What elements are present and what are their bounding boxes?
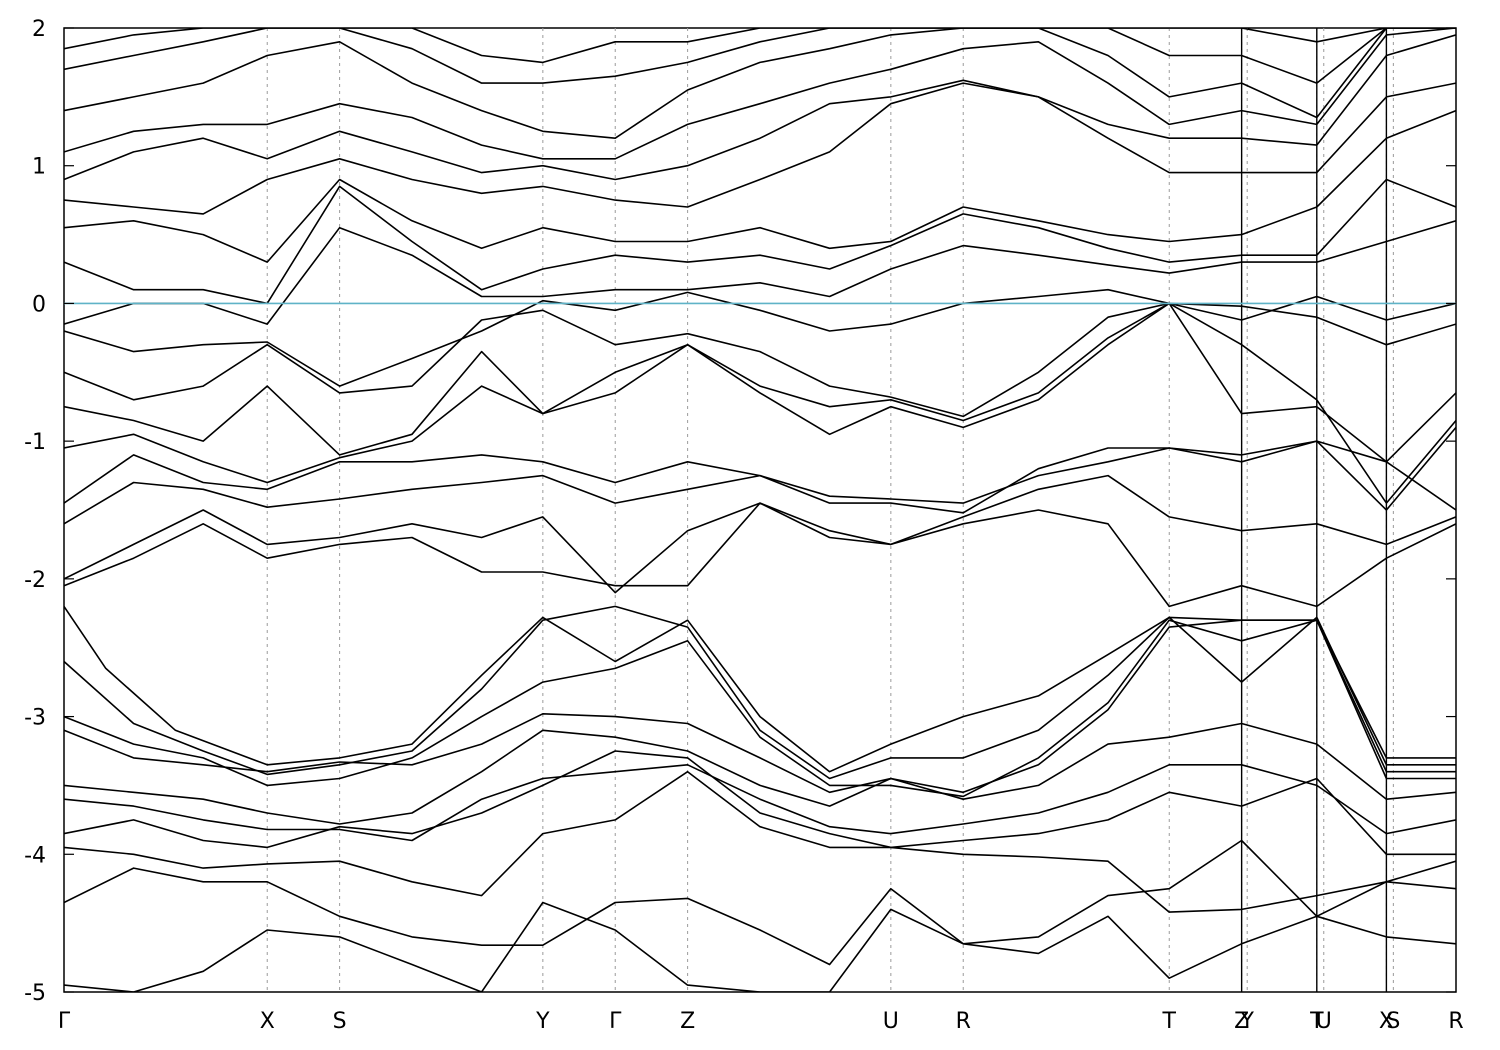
band-line-7	[64, 619, 1456, 798]
ytick-label-2: 0	[32, 292, 46, 317]
band-line-9	[64, 605, 1456, 773]
xtick-label-8: T	[1162, 1009, 1177, 1034]
xtick-label-15: R	[1448, 1009, 1463, 1034]
xtick-label-12: U	[1316, 1009, 1332, 1034]
band-line-20	[64, 109, 1456, 263]
band-line-24	[64, 28, 1456, 139]
xtick-label-6: U	[883, 1009, 899, 1034]
band-line-14	[64, 302, 1456, 504]
band-line-17	[64, 288, 1456, 387]
band-line-21	[64, 82, 1456, 215]
band-line-11	[64, 474, 1456, 594]
ytick-label-7: -5	[24, 981, 46, 1006]
xtick-label-5: Z	[680, 1009, 695, 1034]
xtick-label-9: Z	[1234, 1009, 1249, 1034]
xtick-label-7: R	[956, 1009, 971, 1034]
band-line-23	[64, 28, 1456, 160]
xtick-label-13: X	[1379, 1009, 1394, 1034]
band-line-25	[64, 28, 1456, 84]
xtick-label-14: S	[1386, 1009, 1400, 1034]
band-lines	[64, 28, 1456, 992]
band-line-4	[64, 764, 1456, 842]
xtick-label-1: X	[260, 1009, 275, 1034]
band-line-15	[64, 302, 1456, 463]
x-axis-ticks: Γ X S Y Γ Z U R T ZY TU XS R	[58, 1009, 1464, 1034]
band-line-6	[64, 619, 1456, 794]
band-line-3	[64, 750, 1456, 856]
band-line-19	[64, 178, 1456, 305]
xtick-label-3: Y	[535, 1009, 550, 1034]
ytick-label-0: 2	[32, 17, 46, 42]
xtick-label-10: Y	[1239, 1009, 1254, 1034]
band-line-22	[64, 34, 1456, 181]
ytick-label-5: -3	[24, 706, 46, 731]
band-line-1	[64, 839, 1456, 966]
ytick-label-3: -1	[24, 430, 46, 455]
xtick-label-0: Γ	[58, 1009, 71, 1034]
band-line-13	[64, 440, 1456, 511]
ytick-label-6: -4	[24, 843, 46, 868]
plot-area: 210-1-2-3-4-5 Γ X S Y Γ Z U R T ZY TU XS R	[24, 17, 1464, 1034]
band-line-18	[64, 220, 1456, 325]
ytick-label-4: -2	[24, 568, 46, 593]
y-axis-ticks: 2 1 0 -1 -2 -3 -4 -5	[24, 17, 1456, 1006]
band-line-27	[64, 901, 1456, 992]
band-line-8	[64, 605, 1456, 780]
xtick-label-4: Γ	[609, 1009, 622, 1034]
ytick-label-1: 1	[32, 155, 46, 180]
band-line-16	[64, 302, 1456, 418]
band-line-2	[64, 770, 1456, 913]
xtick-label-11: T	[1309, 1009, 1324, 1034]
band-line-5	[64, 722, 1456, 825]
xtick-label-2: S	[333, 1009, 347, 1034]
